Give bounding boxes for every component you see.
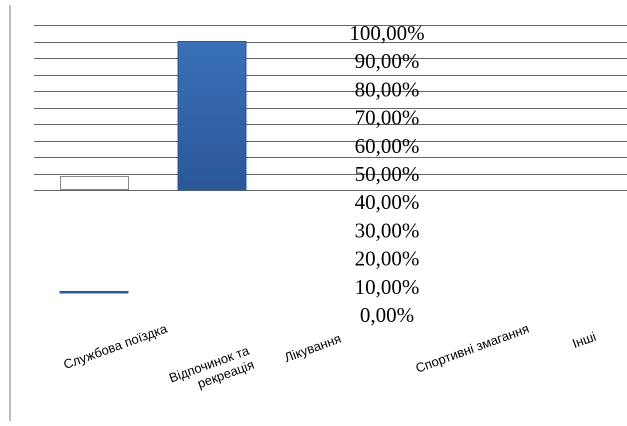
y-tick-label: 10,00% (355, 275, 420, 299)
y-tick-label: 20,00% (355, 247, 420, 271)
gridlines (34, 25, 627, 191)
category-label: Лікування (282, 331, 343, 365)
y-tick-label: 30,00% (355, 218, 420, 242)
y-tick-label: 0,00% (360, 303, 414, 327)
category-label-line: Спортивні змагання (413, 321, 531, 376)
bars (59, 41, 247, 294)
category-label-line: Інші (570, 329, 598, 351)
category-label-line: Лікування (282, 331, 343, 365)
category-label: Службова поїздка (61, 320, 169, 372)
y-tick-label: 60,00% (355, 134, 420, 158)
y-tick-label: 50,00% (355, 162, 420, 186)
bar (177, 41, 247, 191)
y-tick-labels: 100,00% 90,00% 80,00% 70,00% 60,00% 50,00% 40,… (349, 21, 424, 327)
y-tick-label: 40,00% (355, 190, 420, 214)
bar-outline (60, 176, 129, 190)
y-tick-label: 80,00% (355, 77, 420, 101)
category-label: Спортивні змагання (413, 321, 531, 376)
y-tick-label: 100,00% (349, 21, 424, 45)
category-label-line: Службова поїздка (61, 320, 169, 372)
y-tick-label: 90,00% (355, 49, 420, 73)
y-tick-label: 70,00% (355, 106, 420, 130)
category-label: Інші (570, 329, 598, 351)
bar (59, 291, 129, 294)
